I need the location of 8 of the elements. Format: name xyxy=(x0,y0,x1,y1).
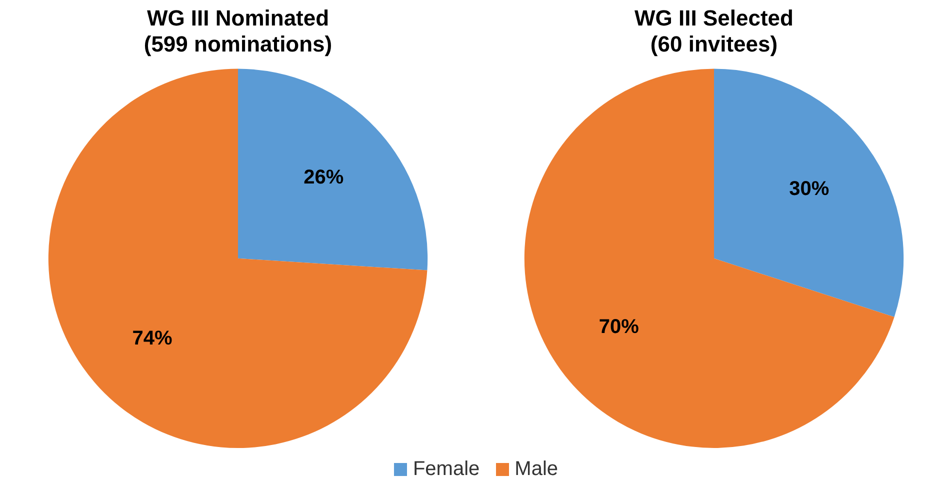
data-label: 70% xyxy=(598,316,640,338)
data-label: 26% xyxy=(304,166,344,188)
legend-label: Male xyxy=(514,458,558,481)
chart-title: WG III Selected (60 invitees) xyxy=(634,5,794,57)
legend-label: Female xyxy=(412,458,480,481)
data-label: 30% xyxy=(789,178,830,200)
data-label: 74% xyxy=(132,327,173,350)
chart-title: WG III Nominated (599 nominations) xyxy=(144,5,332,57)
